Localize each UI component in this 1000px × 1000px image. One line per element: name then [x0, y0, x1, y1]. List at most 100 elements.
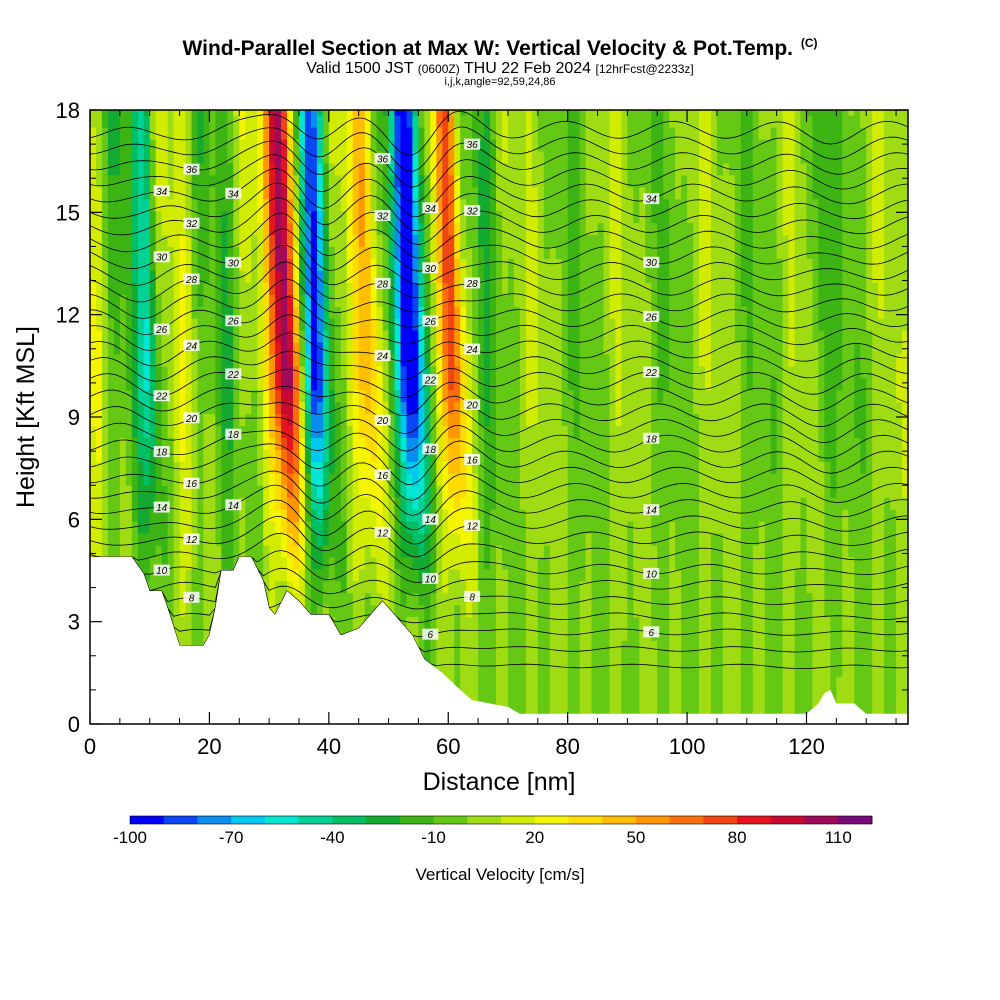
- heat-cell: [537, 270, 545, 283]
- heat-cell: [376, 270, 384, 283]
- heat-cell: [454, 330, 461, 343]
- heat-cell: [561, 294, 569, 307]
- heat-cell: [316, 592, 324, 606]
- heat-cell: [531, 222, 539, 236]
- heat-cell: [358, 365, 366, 379]
- heat-cell: [412, 222, 419, 236]
- heat-cell: [508, 162, 515, 176]
- heat-cell: [573, 210, 581, 224]
- heat-cell: [352, 533, 360, 546]
- heat-cell: [418, 616, 425, 629]
- heat-cell: [167, 258, 175, 271]
- heat-cell: [484, 186, 491, 200]
- heat-cell: [119, 222, 127, 236]
- heat-cell: [352, 318, 360, 331]
- heat-cell: [543, 544, 551, 558]
- heat-cell: [436, 258, 443, 271]
- heat-cell: [496, 592, 503, 606]
- heat-cell: [304, 425, 312, 438]
- heat-cell: [394, 604, 402, 618]
- heat-cell: [191, 210, 199, 224]
- heat-cell: [561, 234, 569, 247]
- heat-cell: [388, 461, 396, 474]
- heat-cell: [239, 437, 246, 450]
- heat-cell: [185, 365, 193, 379]
- heat-cell: [131, 437, 139, 450]
- heat-cell: [388, 473, 396, 486]
- heat-cell: [209, 174, 216, 188]
- heat-cell: [639, 353, 646, 367]
- heat-cell: [358, 318, 366, 331]
- heat-cell: [424, 115, 431, 128]
- heat-cell: [454, 306, 461, 319]
- heat-cell: [185, 437, 193, 450]
- heat-cell: [101, 246, 109, 259]
- heat-cell: [657, 437, 664, 450]
- heat-cell: [430, 497, 437, 510]
- heat-cell: [101, 306, 109, 319]
- heat-cell: [502, 592, 509, 606]
- heat-cell: [203, 473, 210, 486]
- heat-cell: [328, 533, 336, 546]
- heat-cell: [412, 353, 419, 367]
- heat-cell: [155, 413, 163, 427]
- heat-cell: [388, 401, 396, 415]
- heat-cell: [304, 127, 312, 140]
- heat-cell: [101, 258, 109, 271]
- heat-cell: [508, 425, 515, 438]
- heat-cell: [90, 210, 97, 224]
- heat-cell: [645, 127, 652, 140]
- heat-cell: [525, 110, 533, 116]
- heat-cell: [400, 127, 408, 140]
- heat-cell: [113, 330, 121, 343]
- heat-cell: [531, 461, 539, 474]
- heat-cell: [221, 150, 228, 164]
- heat-cell: [597, 282, 605, 295]
- heat-cell: [621, 425, 628, 438]
- heat-cell: [573, 127, 581, 140]
- heat-cell: [173, 110, 181, 116]
- heat-cell: [573, 449, 581, 462]
- heat-cell: [125, 461, 133, 474]
- heat-cell: [239, 210, 246, 224]
- heat-cell: [436, 640, 443, 653]
- heat-cell: [263, 449, 270, 462]
- heat-cell: [382, 139, 390, 152]
- heat-cell: [591, 401, 599, 415]
- heat-cell: [251, 353, 258, 367]
- heat-cell: [442, 306, 449, 319]
- heat-cell: [454, 210, 461, 224]
- heat-cell: [603, 461, 611, 474]
- heat-cell: [525, 389, 533, 403]
- heat-cell: [460, 509, 467, 522]
- heat-cell: [293, 556, 300, 570]
- heat-cell: [537, 556, 545, 570]
- heat-cell: [585, 425, 593, 438]
- heat-cell: [537, 306, 545, 319]
- heat-cell: [603, 449, 611, 462]
- heat-cell: [304, 568, 312, 582]
- heat-cell: [167, 401, 175, 415]
- heat-cell: [591, 640, 599, 653]
- heat-cell: [346, 115, 354, 128]
- heat-cell: [609, 425, 617, 438]
- heat-cell: [609, 461, 617, 474]
- heat-cell: [442, 127, 449, 140]
- heat-cell: [579, 294, 587, 307]
- heat-cell: [549, 497, 557, 510]
- heat-cell: [466, 282, 473, 295]
- heat-cell: [543, 246, 551, 259]
- heat-cell: [143, 258, 151, 271]
- heat-cell: [573, 664, 581, 677]
- heat-cell: [119, 425, 127, 438]
- heat-cell: [346, 544, 354, 558]
- heat-cell: [352, 198, 360, 212]
- heat-cell: [579, 509, 587, 522]
- heat-cell: [96, 198, 103, 212]
- heat-cell: [334, 318, 342, 331]
- heat-cell: [460, 437, 467, 450]
- heat-cell: [579, 497, 587, 510]
- heat-cell: [185, 139, 193, 152]
- heat-cell: [609, 556, 617, 570]
- heat-cell: [161, 437, 169, 450]
